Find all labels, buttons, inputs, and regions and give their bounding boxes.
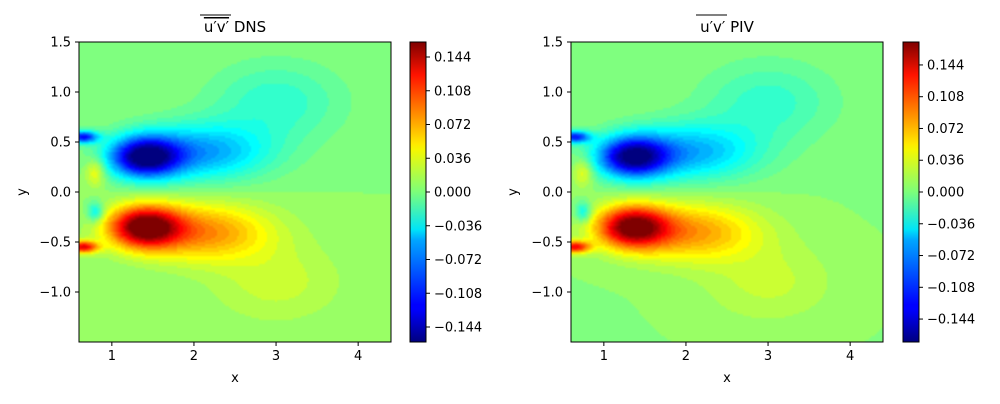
y-tick-label: −1.0 (531, 286, 563, 301)
y-tick-label: 1.0 (542, 86, 563, 101)
y-axis-label: y (15, 188, 30, 196)
colorbar (409, 41, 427, 343)
colorbar-tick-label: 0.144 (434, 51, 471, 66)
chart-title: u′v′ DNS (204, 18, 266, 36)
y-tick-label: 0.5 (542, 136, 563, 151)
x-tick-label: 2 (190, 349, 198, 364)
y-tick-label: 1.5 (542, 36, 563, 51)
axes: 1 2 3 4 1.5 1.0 0.5 0.0 −0.5 −1.0 (39, 36, 362, 365)
colorbar-tick-label: −0.036 (927, 217, 975, 232)
colorbar-tick-label: 0.000 (434, 186, 471, 201)
x-tick-label: 3 (272, 349, 280, 364)
colorbar-tick-label: −0.108 (434, 287, 482, 302)
heatmap-image (571, 42, 883, 342)
colorbar-tick-label: 0.108 (434, 84, 471, 99)
y-tick-label: 1.5 (50, 36, 71, 51)
chart-title: u′v′ PIV (700, 18, 754, 36)
heatmap-image (79, 42, 391, 342)
colorbar-tick-label: 0.108 (927, 90, 964, 105)
colorbar-tick-label: −0.072 (927, 249, 975, 264)
colorbar-tick-label: −0.072 (434, 253, 482, 268)
y-tick-label: −0.5 (39, 236, 71, 251)
colorbar-tick-label: 0.036 (434, 152, 471, 167)
x-tick-label: 2 (682, 349, 690, 364)
colorbar-tick-label: −0.144 (927, 313, 975, 328)
y-tick-label: 0.5 (50, 136, 71, 151)
chart-panel-piv: 1 2 3 4 1.5 1.0 0.5 0.0 −0.5 −1.0 u′v′ PIV x y 0.… (506, 14, 975, 386)
x-tick-label: 1 (600, 349, 608, 364)
colorbar-tick-label: 0.036 (927, 154, 964, 169)
colorbar-tick-label: −0.036 (434, 219, 482, 234)
colorbar-tick-label: 0.072 (927, 122, 964, 137)
colorbar-tick-label: −0.108 (927, 281, 975, 296)
colorbar-tick-label: −0.144 (434, 321, 482, 336)
x-tick-label: 3 (764, 349, 772, 364)
y-tick-label: 1.0 (50, 86, 71, 101)
y-axis-label: y (506, 188, 521, 196)
colorbar-tick-label: 0.000 (927, 186, 964, 201)
colorbar-tick-label: 0.072 (434, 118, 471, 133)
axes: 1 2 3 4 1.5 1.0 0.5 0.0 −0.5 −1.0 (531, 36, 854, 365)
colorbar (902, 41, 920, 343)
y-tick-label: −1.0 (39, 286, 71, 301)
x-axis-label: x (723, 371, 731, 386)
y-tick-label: 0.0 (50, 186, 71, 201)
colorbar-tick-label: 0.144 (927, 58, 964, 73)
colorbar-ticks: 0.144 0.108 0.072 0.036 0.000 −0.036 −0.072 −0.… (426, 51, 482, 336)
y-tick-label: −0.5 (531, 236, 563, 251)
colorbar-ticks: 0.144 0.108 0.072 0.036 0.000 −0.036 −0.072 −0.… (919, 58, 975, 328)
x-axis-label: x (231, 371, 239, 386)
x-tick-label: 4 (846, 349, 854, 364)
chart-panel-dns: 1 2 3 4 1.5 1.0 0.5 0.0 −0.5 −1.0 u′v′ DNS x y 0.… (15, 14, 482, 386)
x-tick-label: 1 (108, 349, 116, 364)
y-tick-label: 0.0 (542, 186, 563, 201)
x-tick-label: 4 (354, 349, 362, 364)
